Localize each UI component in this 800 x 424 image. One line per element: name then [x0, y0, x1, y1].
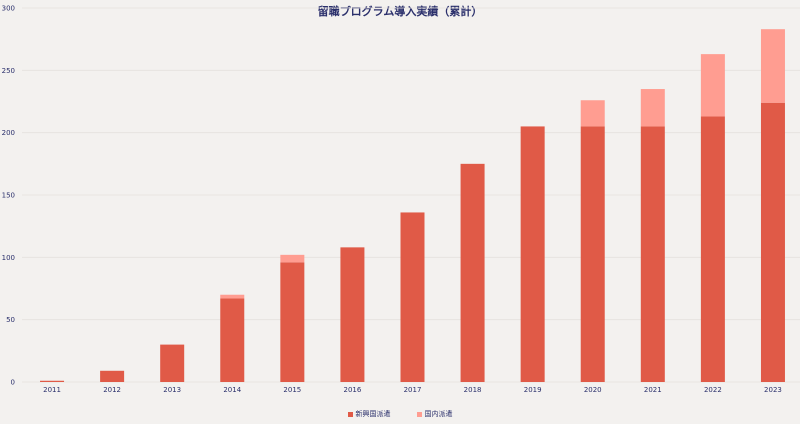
- bar-2019-series-0: [520, 126, 545, 382]
- bar-2015-series-0: [280, 262, 305, 382]
- x-tick-label: 2023: [764, 386, 782, 394]
- x-tick-label: 2019: [524, 386, 542, 394]
- legend-label-series-0: 新興国派遣: [355, 410, 391, 418]
- y-tick-label: 150: [2, 192, 15, 200]
- legend-item-series-0[interactable]: 新興国派遣: [347, 409, 391, 419]
- y-tick-label: 0: [11, 379, 15, 387]
- x-tick-label: 2015: [283, 386, 301, 394]
- y-tick-label: 50: [6, 316, 15, 324]
- bar-2014-series-1: [220, 294, 245, 299]
- x-tick-label: 2013: [163, 386, 181, 394]
- bar-2023-series-1: [760, 29, 785, 103]
- legend-item-series-1[interactable]: 国内派遣: [416, 409, 453, 419]
- legend-swatch-series-0: [347, 411, 353, 417]
- bar-2018-series-0: [460, 163, 485, 382]
- bar-2023-series-0: [760, 102, 785, 382]
- x-tick-label: 2022: [704, 386, 722, 394]
- x-tick-label: 2011: [43, 386, 61, 394]
- bar-2020-series-1: [580, 100, 605, 127]
- bar-2014-series-0: [220, 298, 245, 382]
- bar-2016-series-0: [340, 247, 365, 382]
- x-tick-label: 2017: [404, 386, 422, 394]
- y-tick-label: 100: [2, 254, 15, 262]
- x-tick-label: 2021: [644, 386, 662, 394]
- y-tick-label: 300: [2, 5, 15, 13]
- bar-2015-series-1: [280, 254, 305, 263]
- x-tick-label: 2014: [223, 386, 241, 394]
- bar-2017-series-0: [400, 212, 425, 382]
- bar-2022-series-0: [700, 116, 725, 383]
- bar-2020-series-0: [580, 126, 605, 382]
- x-tick-label: 2020: [584, 386, 602, 394]
- bar-2012-series-0: [100, 370, 125, 382]
- x-tick-label: 2018: [464, 386, 482, 394]
- bar-2011-series-0: [40, 380, 65, 382]
- axis-labels: 0 50 100 150 200 250 300 2011 2012 2013 2014 2015 20…: [2, 5, 782, 395]
- x-tick-label: 2016: [344, 386, 362, 394]
- bar-2013-series-0: [160, 344, 185, 382]
- bar-2021-series-1: [640, 89, 665, 127]
- legend-swatch-series-1: [416, 411, 422, 417]
- bar-layer: [40, 29, 785, 383]
- y-tick-label: 200: [2, 129, 15, 137]
- x-tick-label: 2012: [103, 386, 121, 394]
- legend-label-series-1: 国内派遣: [424, 410, 453, 418]
- bar-2021-series-0: [640, 126, 665, 382]
- bar-2022-series-1: [700, 54, 725, 117]
- legend: 新興国派遣 国内派遣: [0, 409, 800, 419]
- y-tick-label: 250: [2, 67, 15, 75]
